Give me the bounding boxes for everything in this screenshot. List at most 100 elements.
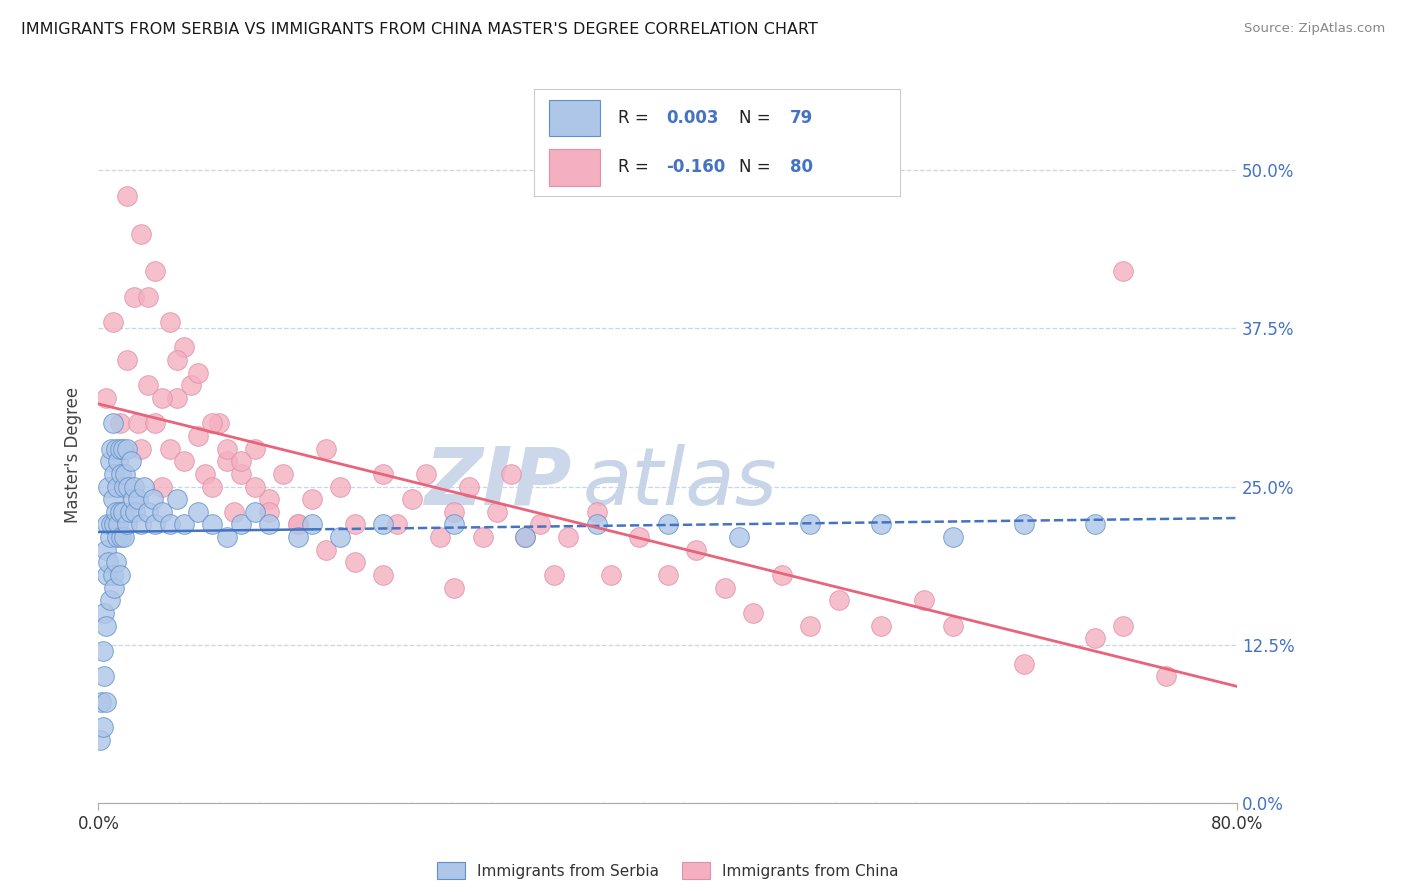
Text: 0.003: 0.003 [666,109,718,127]
Point [912,593,935,607]
Point [229,517,252,532]
Point [387,517,409,532]
Text: N =: N = [740,159,776,177]
Point [1084,517,1107,532]
Point [222,505,245,519]
Point [243,442,266,456]
Point [104,442,127,456]
Point [127,492,149,507]
Point [1112,264,1135,278]
Point [543,568,565,582]
Point [942,618,965,632]
Point [429,530,451,544]
Point [98,530,121,544]
Point [486,505,509,519]
Point [145,517,167,532]
Point [94,542,117,557]
Point [471,530,494,544]
Point [443,505,465,519]
Point [93,669,115,683]
Point [98,593,121,607]
Point [166,492,188,507]
Point [371,517,394,532]
Point [104,505,127,519]
Point [371,467,394,481]
Point [145,264,167,278]
Text: 79: 79 [790,109,814,127]
Text: R =: R = [619,159,654,177]
Point [166,391,188,405]
Point [515,530,537,544]
Point [110,530,132,544]
Point [152,479,174,493]
Point [215,442,238,456]
Point [343,517,366,532]
Point [657,568,679,582]
Point [243,505,266,519]
Point [90,695,112,709]
Point [173,517,195,532]
Point [129,517,152,532]
Point [187,429,209,443]
Point [108,417,131,431]
Point [96,568,118,582]
Point [117,479,139,493]
Point [942,530,965,544]
Point [1012,517,1035,532]
Text: atlas: atlas [582,443,778,522]
Point [108,505,131,519]
Point [112,530,135,544]
Point [371,568,394,582]
Point [259,517,281,532]
Text: IMMIGRANTS FROM SERBIA VS IMMIGRANTS FROM CHINA MASTER'S DEGREE CORRELATION CHAR: IMMIGRANTS FROM SERBIA VS IMMIGRANTS FRO… [21,22,818,37]
Point [101,315,124,329]
Bar [548,149,600,186]
Text: Source: ZipAtlas.com: Source: ZipAtlas.com [1244,22,1385,36]
Point [557,530,579,544]
Y-axis label: Master's Degree: Master's Degree [65,387,83,523]
Point [105,530,128,544]
Point [201,479,224,493]
Point [315,542,337,557]
Point [124,505,146,519]
Point [529,517,551,532]
Point [127,417,149,431]
Point [94,391,117,405]
Point [98,454,121,468]
Text: N =: N = [740,109,776,127]
Point [1112,618,1135,632]
Point [215,454,238,468]
Point [115,353,138,368]
Point [685,542,707,557]
Point [94,695,117,709]
Point [301,492,323,507]
Point [329,479,352,493]
Point [93,606,115,620]
Point [159,442,181,456]
Point [115,517,138,532]
Point [628,530,651,544]
Point [585,517,607,532]
Point [101,568,124,582]
Point [287,517,309,532]
Point [728,530,751,544]
Point [770,568,793,582]
Point [122,479,145,493]
Bar [548,100,600,136]
Point [91,720,114,734]
Point [100,442,122,456]
Point [799,517,821,532]
Point [136,378,159,392]
Point [201,517,224,532]
Point [103,581,125,595]
Text: ZIP: ZIP [423,443,571,522]
Point [115,442,138,456]
Point [101,417,124,431]
Point [121,492,143,507]
Point [329,530,352,544]
Point [104,556,127,570]
Point [1154,669,1177,683]
Point [799,618,821,632]
Point [132,479,155,493]
Point [105,479,128,493]
